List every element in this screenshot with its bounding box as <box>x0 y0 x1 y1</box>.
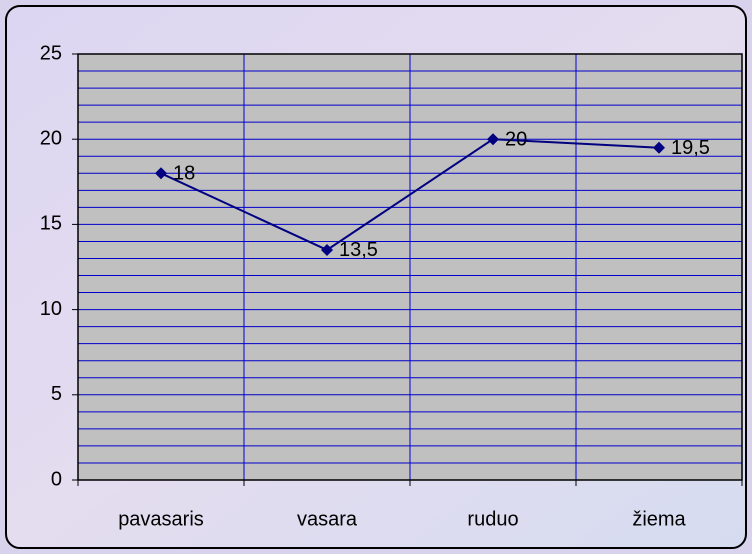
x-tick-label: žiema <box>632 508 686 530</box>
marker <box>321 243 333 256</box>
y-tick-label: 10 <box>40 298 62 320</box>
data-label: 13,5 <box>339 239 378 261</box>
plot-border <box>77 53 743 481</box>
y-tick-label: 15 <box>40 213 62 235</box>
x-tick-label: vasara <box>297 508 358 530</box>
marker <box>487 133 499 146</box>
data-label: 19,5 <box>671 137 710 159</box>
y-tick-label: 20 <box>40 127 62 149</box>
series-line <box>160 138 660 252</box>
y-tick-label: 5 <box>51 383 62 405</box>
marker <box>155 167 167 180</box>
y-tick-label: 0 <box>51 468 62 490</box>
x-tick-label: ruduo <box>467 508 518 530</box>
data-label: 20 <box>505 128 527 150</box>
data-label: 18 <box>173 163 195 185</box>
marker <box>653 141 665 154</box>
y-tick-label: 25 <box>40 42 62 64</box>
x-tick-label: pavasaris <box>118 508 204 530</box>
